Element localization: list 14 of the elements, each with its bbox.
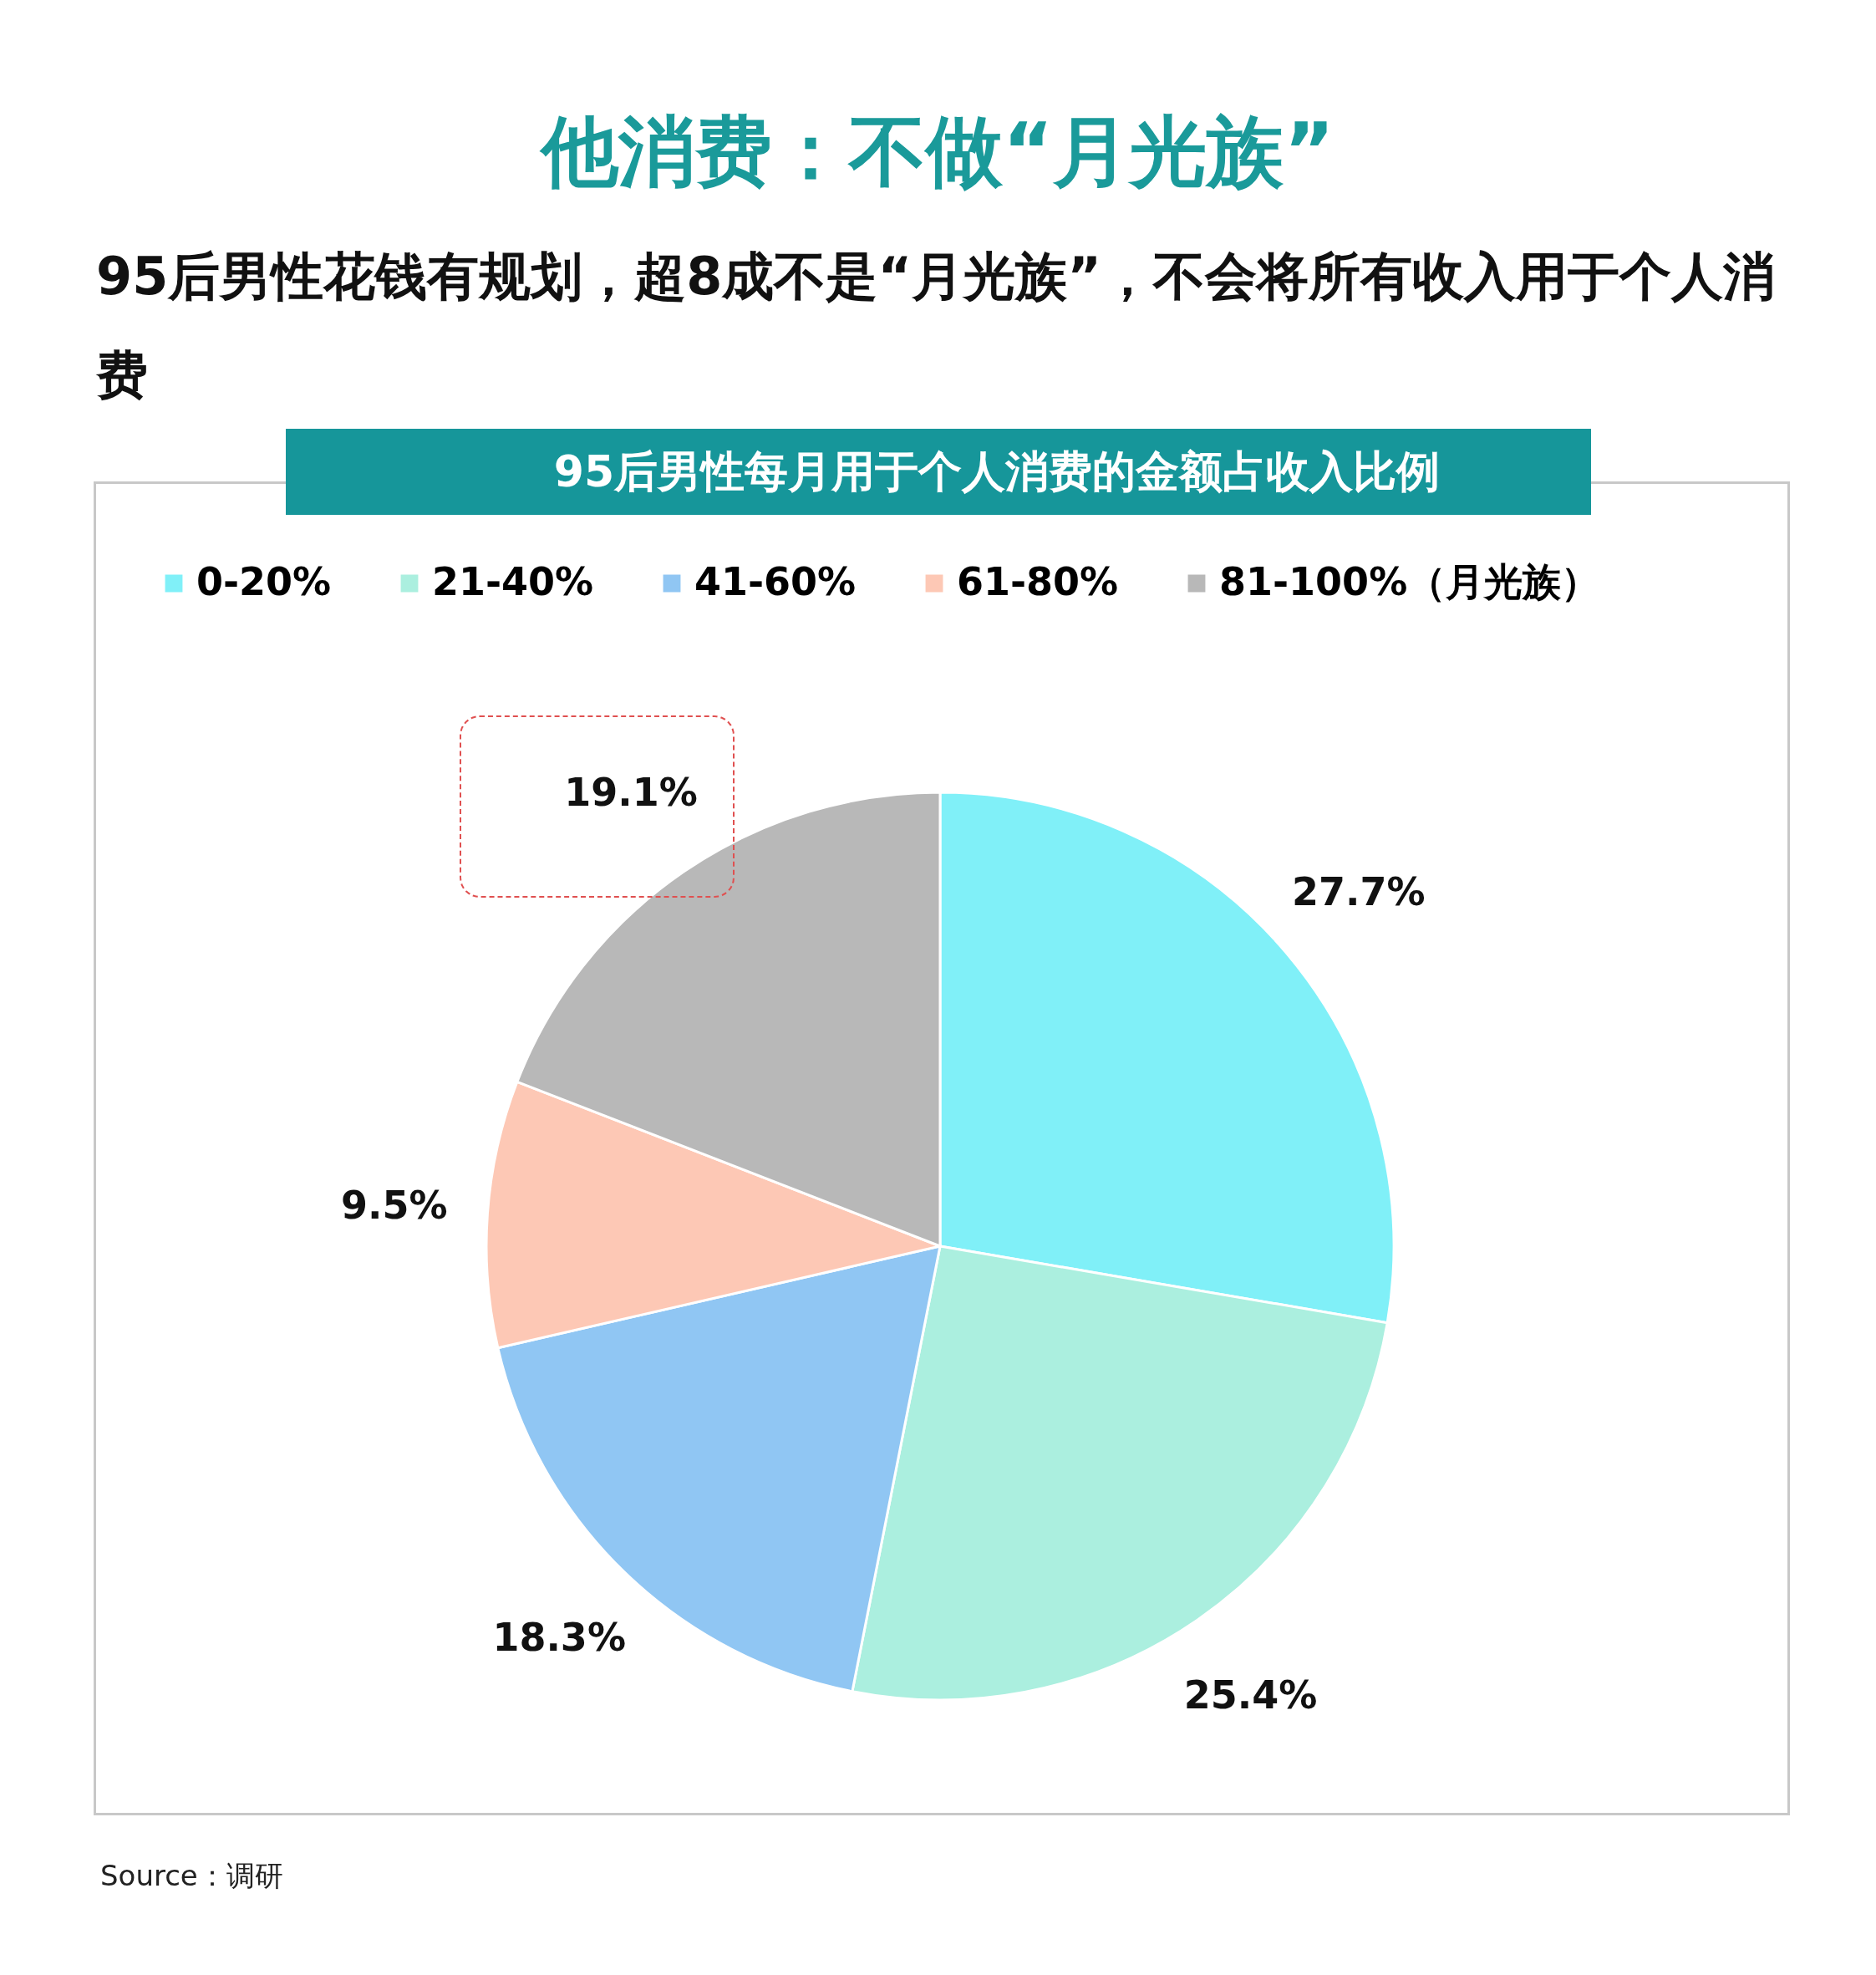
legend-label: 81-100%（月光族） (1219, 559, 1600, 604)
data-label: 9.5% (340, 1182, 448, 1228)
legend-label: 21-40% (432, 559, 594, 604)
chart-title: 他消费：不做“月光族” (539, 106, 1335, 198)
text: 95后男性每月用于个人消费的金额占收入比例 (286, 429, 1591, 515)
legend-label: 61-80% (957, 559, 1119, 604)
chart-subtitle: 95后男性花钱有规划，超8成不是“月光族”，不会将所有收入用于个人消费 (96, 245, 1776, 407)
data-label: 25.4% (1183, 1672, 1318, 1718)
data-label: 27.7% (1291, 868, 1426, 914)
legend-label: 41-60% (694, 559, 857, 604)
legend-label: 0-20% (196, 559, 332, 604)
data-label: 19.1% (564, 770, 698, 816)
source-note: Source：调研 (100, 1858, 283, 1894)
data-label: 18.3% (492, 1615, 626, 1661)
